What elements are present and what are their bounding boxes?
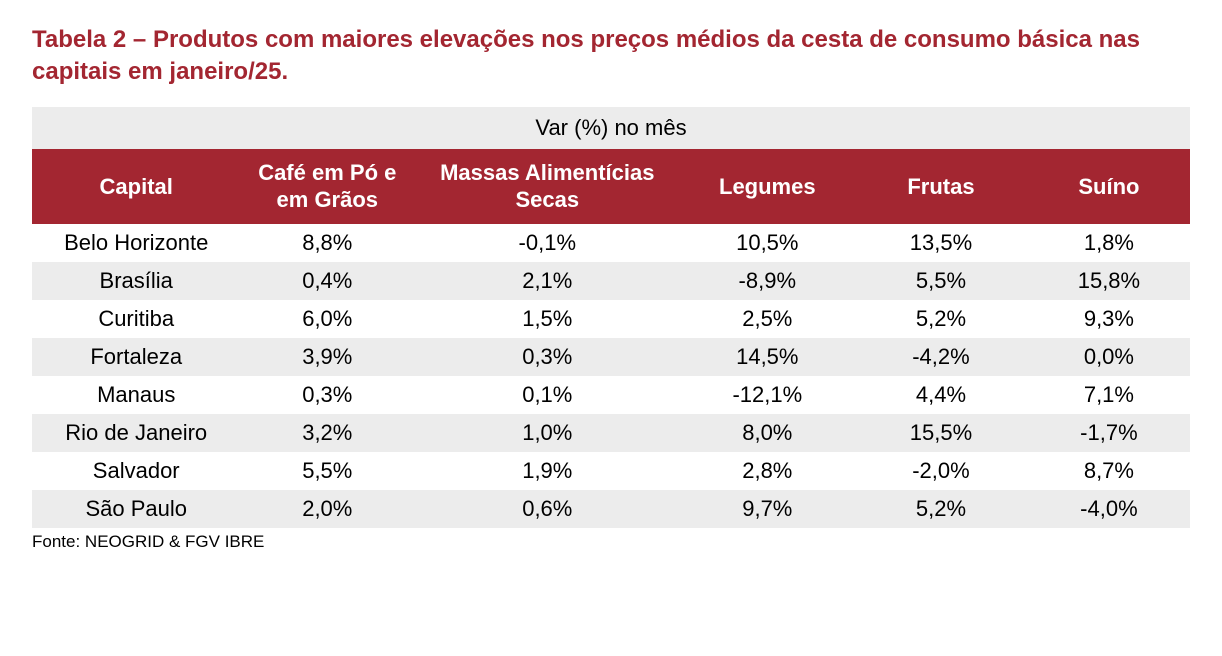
cell-value: 0,3% (414, 338, 680, 376)
cell-value: 0,4% (240, 262, 414, 300)
cell-value: 5,5% (854, 262, 1028, 300)
col-legumes: Legumes (680, 149, 854, 224)
cell-value: 0,6% (414, 490, 680, 528)
cell-value: 15,8% (1028, 262, 1190, 300)
cell-capital: Manaus (32, 376, 240, 414)
cell-capital: Rio de Janeiro (32, 414, 240, 452)
cell-value: 8,0% (680, 414, 854, 452)
cell-value: 2,1% (414, 262, 680, 300)
cell-value: 2,0% (240, 490, 414, 528)
table-source: Fonte: NEOGRID & FGV IBRE (32, 532, 1190, 552)
cell-value: -0,1% (414, 224, 680, 262)
price-variation-table: Var (%) no mês Capital Café em Pó e em G… (32, 107, 1190, 528)
cell-value: 1,8% (1028, 224, 1190, 262)
cell-value: 13,5% (854, 224, 1028, 262)
cell-value: -8,9% (680, 262, 854, 300)
cell-value: -2,0% (854, 452, 1028, 490)
cell-value: 14,5% (680, 338, 854, 376)
col-suino: Suíno (1028, 149, 1190, 224)
cell-value: 0,1% (414, 376, 680, 414)
cell-value: -4,2% (854, 338, 1028, 376)
cell-value: 9,3% (1028, 300, 1190, 338)
cell-value: 9,7% (680, 490, 854, 528)
cell-value: -4,0% (1028, 490, 1190, 528)
cell-capital: Salvador (32, 452, 240, 490)
cell-value: 7,1% (1028, 376, 1190, 414)
table-row: Manaus0,3%0,1%-12,1%4,4%7,1% (32, 376, 1190, 414)
col-cafe: Café em Pó e em Grãos (240, 149, 414, 224)
col-frutas: Frutas (854, 149, 1028, 224)
table-title: Tabela 2 – Produtos com maiores elevaçõe… (32, 24, 1190, 89)
table-body: Belo Horizonte8,8%-0,1%10,5%13,5%1,8%Bra… (32, 224, 1190, 528)
table-row: Curitiba6,0%1,5%2,5%5,2%9,3% (32, 300, 1190, 338)
col-massas: Massas Alimentícias Secas (414, 149, 680, 224)
cell-capital: Brasília (32, 262, 240, 300)
cell-value: 1,0% (414, 414, 680, 452)
cell-capital: São Paulo (32, 490, 240, 528)
cell-capital: Belo Horizonte (32, 224, 240, 262)
cell-capital: Fortaleza (32, 338, 240, 376)
cell-value: 3,2% (240, 414, 414, 452)
cell-value: 8,7% (1028, 452, 1190, 490)
cell-value: 0,0% (1028, 338, 1190, 376)
cell-value: 2,5% (680, 300, 854, 338)
cell-value: 15,5% (854, 414, 1028, 452)
cell-value: 4,4% (854, 376, 1028, 414)
cell-value: -12,1% (680, 376, 854, 414)
table-row: Belo Horizonte8,8%-0,1%10,5%13,5%1,8% (32, 224, 1190, 262)
cell-value: 10,5% (680, 224, 854, 262)
cell-value: 0,3% (240, 376, 414, 414)
table-row: Brasília0,4%2,1%-8,9%5,5%15,8% (32, 262, 1190, 300)
cell-capital: Curitiba (32, 300, 240, 338)
table-row: Rio de Janeiro3,2%1,0%8,0%15,5%-1,7% (32, 414, 1190, 452)
cell-value: 8,8% (240, 224, 414, 262)
cell-value: 1,5% (414, 300, 680, 338)
cell-value: 6,0% (240, 300, 414, 338)
table-column-header-row: Capital Café em Pó e em Grãos Massas Ali… (32, 149, 1190, 224)
cell-value: -1,7% (1028, 414, 1190, 452)
table-row: Salvador5,5%1,9%2,8%-2,0%8,7% (32, 452, 1190, 490)
table-row: Fortaleza3,9%0,3%14,5%-4,2%0,0% (32, 338, 1190, 376)
col-capital: Capital (32, 149, 240, 224)
cell-value: 5,2% (854, 300, 1028, 338)
cell-value: 5,2% (854, 490, 1028, 528)
cell-value: 5,5% (240, 452, 414, 490)
cell-value: 1,9% (414, 452, 680, 490)
cell-value: 3,9% (240, 338, 414, 376)
table-superheader: Var (%) no mês (32, 107, 1190, 149)
cell-value: 2,8% (680, 452, 854, 490)
table-row: São Paulo2,0%0,6%9,7%5,2%-4,0% (32, 490, 1190, 528)
